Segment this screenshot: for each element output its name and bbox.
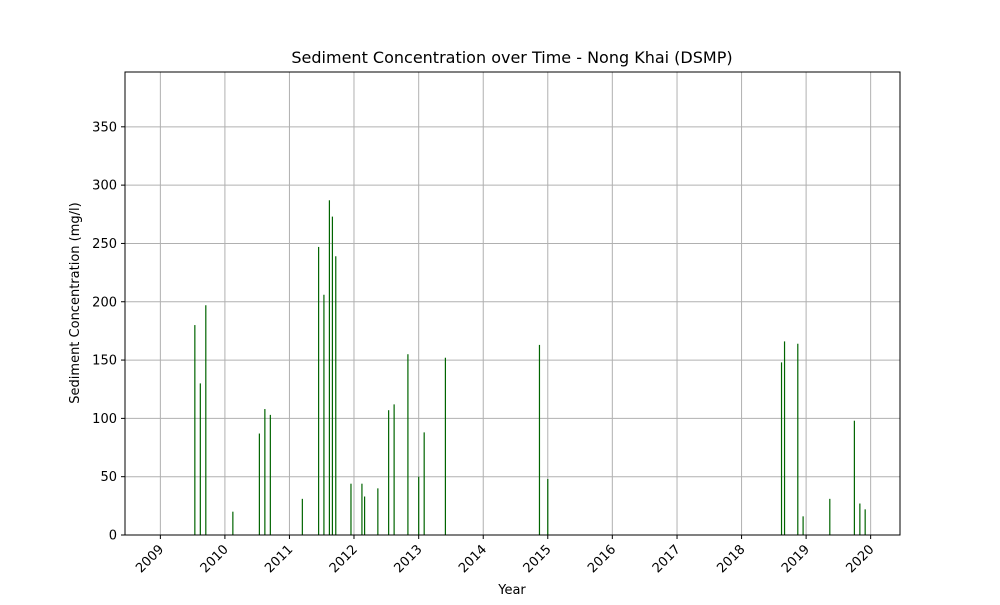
y-tick-label: 350 xyxy=(92,120,117,135)
data-bar xyxy=(377,488,379,535)
x-tick-label: 2013 xyxy=(392,542,426,576)
y-tick-label: 300 xyxy=(92,179,117,194)
data-bar xyxy=(418,476,420,535)
y-axis-label: Sediment Concentration (mg/l) xyxy=(68,202,83,403)
x-tick-label: 2010 xyxy=(198,542,232,576)
data-bar xyxy=(859,503,861,535)
data-bar xyxy=(853,420,855,535)
x-tick-label: 2016 xyxy=(585,542,619,576)
y-tick-label: 50 xyxy=(100,470,117,485)
data-bar xyxy=(780,362,783,535)
y-tick-label: 150 xyxy=(92,354,117,369)
x-tick-label: 2011 xyxy=(262,542,296,576)
data-bar xyxy=(258,433,260,535)
y-tick-label: 0 xyxy=(109,529,117,544)
x-tick-label: 2019 xyxy=(779,542,813,576)
data-bar xyxy=(194,325,196,535)
data-bar xyxy=(323,294,325,535)
data-bar xyxy=(328,200,331,535)
y-tick-label: 200 xyxy=(92,295,117,310)
x-tick-label: 2018 xyxy=(714,542,748,576)
x-tick-label: 2012 xyxy=(327,542,361,576)
data-bar xyxy=(350,483,352,535)
bar-layer xyxy=(194,200,866,536)
x-tick-label: 2020 xyxy=(843,542,877,576)
x-tick-label: 2014 xyxy=(456,542,490,576)
data-bar xyxy=(205,305,207,535)
data-bar xyxy=(199,383,201,535)
data-bar xyxy=(363,496,366,535)
data-bar xyxy=(444,357,446,535)
data-bar xyxy=(318,246,320,536)
x-tick-label: 2009 xyxy=(133,542,167,576)
y-tick-label: 250 xyxy=(92,237,117,252)
data-bar xyxy=(783,341,786,535)
data-bar xyxy=(829,498,831,535)
x-tick-label: 2017 xyxy=(650,542,684,576)
x-tick-label: 2015 xyxy=(521,542,555,576)
data-bar xyxy=(331,216,334,535)
data-bar xyxy=(269,414,271,535)
plot-frame xyxy=(124,71,901,536)
data-bar xyxy=(423,432,425,535)
chart-title: Sediment Concentration over Time - Nong … xyxy=(291,48,732,67)
data-bar xyxy=(232,511,234,535)
data-bar xyxy=(802,516,804,535)
y-tick-label: 100 xyxy=(92,412,117,427)
data-bar xyxy=(264,409,266,535)
data-bar xyxy=(301,498,303,535)
grid-layer xyxy=(125,72,900,536)
x-axis-label: Year xyxy=(497,583,526,598)
data-bar xyxy=(797,343,799,535)
data-bar xyxy=(864,509,866,535)
data-bar xyxy=(335,256,337,535)
tick-layer: 0 50 100 150 200 250 300 350 2009 2010 2011 2012 201… xyxy=(92,120,877,576)
data-bar xyxy=(393,404,395,535)
data-bar xyxy=(407,354,409,535)
data-bar xyxy=(538,344,541,535)
data-bar xyxy=(547,479,549,535)
data-bar xyxy=(388,410,390,535)
data-bar xyxy=(361,483,363,535)
